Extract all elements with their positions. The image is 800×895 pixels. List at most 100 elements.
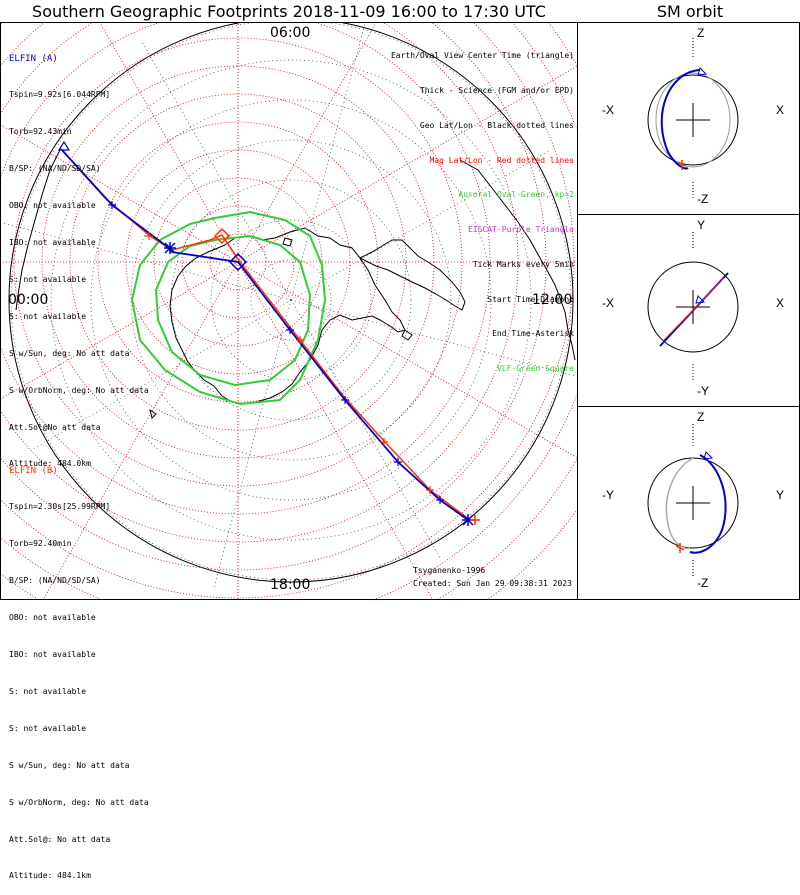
elfin-a-line: B/SP: (NA/ND/SD/SA) (9, 164, 101, 174)
sm-panel-1 (647, 38, 739, 200)
mag-lon-line (237, 23, 377, 263)
elfin-a-line: S: not available (9, 274, 87, 284)
sm-orbit-title: SM orbit (656, 2, 724, 21)
elfin-b-line: Torb=92.40min (9, 539, 72, 549)
mag-lat-circle (13, 37, 463, 487)
created-note: Created: Sun Jan 29 09:38:31 2023 (413, 579, 572, 588)
sm-label: -Z (697, 576, 709, 590)
mlt-label-bottom: 18:00 (270, 577, 311, 593)
australia-coastline (15, 149, 61, 311)
geo-lat-circle (10, 23, 572, 581)
auroral-oval-inner (154, 234, 312, 387)
mag-grid (1, 23, 577, 599)
legend-entry: End Time-Asterisk (492, 329, 574, 339)
elfin-b-name: ELFIN (B) (9, 465, 58, 476)
sm-label: X (776, 296, 785, 310)
mlt-label-right: 12:00 (532, 292, 573, 308)
elfin-a-ticks (108, 201, 444, 504)
mag-lon-line (99, 23, 239, 263)
antarctica-coastline (169, 227, 406, 405)
elfin-b-end-asterisk (470, 515, 480, 525)
legend-entry: Start Time-Diamond (487, 294, 574, 304)
elfin-b-line: Tspin=2.30s[25.99RPM] (9, 502, 111, 512)
legend-entry: VLF-Green Square (496, 364, 574, 374)
elfin-a-line: OBO: not available (9, 201, 96, 211)
elfin-a-name: ELFIN (A) (9, 53, 58, 64)
sm-label: -Y (697, 384, 709, 398)
geo-lat-circle (90, 99, 492, 501)
legend-entry: Tick Marks every 5min (472, 259, 574, 269)
geo-lat-circle (130, 139, 452, 461)
sm-panel-3 (647, 424, 739, 578)
sm-label: -X (602, 296, 614, 310)
legend-entry: Earth/Oval View Center Time (triangle) (390, 51, 574, 61)
geo-lat-circle (50, 59, 532, 541)
elfin-a-line: Att.Sol@No att data (9, 422, 101, 432)
sm-label: Z (697, 26, 705, 40)
mag-lon-line (1, 124, 239, 263)
earth-limb (8, 23, 574, 583)
island-1 (282, 237, 293, 247)
mag-lat-circle (97, 121, 379, 403)
elfin-b-line: Att.Sol@: No att data (9, 834, 111, 844)
elfin-b-line: OBO: not available (9, 613, 96, 623)
elfin-b-line: Altitude: 484.1km (9, 871, 91, 881)
sm-frame-2 (577, 214, 800, 407)
island-3 (149, 408, 157, 419)
elfin-a-start-diamond (228, 252, 248, 272)
geo-lon-line (290, 23, 366, 301)
elfin-b-line: B/SP: (NA/ND/SD/SA) (9, 576, 101, 586)
mag-lat-circle (1, 23, 547, 571)
elfin-b-line: S w/OrbNorm, deg: No att data (9, 797, 149, 807)
sm-label: -X (602, 103, 614, 117)
plot-title: Southern Geographic Footprints 2018-11-0… (32, 2, 546, 21)
elfin-a-line: Tspin=9.92s[6.044RPM] (9, 90, 111, 100)
elfin-a-line: S: not available (9, 311, 87, 321)
mlt-label-left: 00:00 (8, 292, 49, 308)
mag-lat-circle (181, 205, 295, 319)
sm-label: Y (776, 488, 785, 502)
elfin-b-line: IBO: not available (9, 650, 96, 660)
mag-lon-line (42, 261, 239, 599)
legend-entry: Auroral Oval-Green, kp=2 (458, 190, 574, 200)
sm-label: -Y (602, 488, 614, 502)
south-america-coastline (459, 159, 576, 361)
geo-lon-line (140, 40, 292, 301)
elfin-b-info: ELFIN (B) Tspin=2.30s[25.99RPM] Torb=92.… (9, 440, 149, 895)
elfin-a-end-asterisk (164, 242, 474, 526)
sm-label: Y (697, 218, 706, 232)
peninsula-coastline (358, 239, 466, 311)
elfin-a-line: IBO: not available (9, 238, 96, 248)
elfin-a-line: Altitude: 484.0km (9, 459, 91, 469)
elfin-b-line: S w/Sun, deg: No att data (9, 760, 130, 770)
legend-entry: Mag Lat/Lon - Red dotted lines (429, 155, 575, 165)
mag-lon-line (237, 65, 577, 263)
elfin-a-info: ELFIN (A) Tspin=9.92s[6.044RPM] Torb=92.… (9, 28, 149, 483)
elfin-b-line: S: not available (9, 686, 87, 696)
mag-lon-line (1, 261, 239, 400)
auroral-oval-outer (130, 210, 327, 406)
mlt-label-top: 06:00 (270, 25, 311, 41)
geo-lat-circle (210, 219, 372, 381)
elfin-a-line: S w/OrbNorm, deg: No att data (9, 385, 149, 395)
geo-lat-circle (250, 259, 332, 341)
island-2 (401, 329, 413, 341)
elfin-a-line: S w/Sun, deg: No att data (9, 348, 130, 358)
legend-entry: Thick - Science (FGM and/or EPD) (419, 85, 574, 95)
geo-lon-line (213, 299, 292, 590)
sm-label: -Z (697, 192, 709, 206)
sm-label: Z (697, 410, 705, 424)
elfin-b-footprint-trace (59, 147, 471, 521)
mag-lon-line (237, 261, 577, 459)
elfin-b-line: S: not available (9, 723, 87, 733)
legend-entry: EISCAT-Purple Triangle (468, 225, 574, 235)
sm-label: X (776, 103, 785, 117)
elfin-b-ticks (145, 232, 434, 494)
mag-lon-line (237, 261, 434, 599)
legend: Earth/Oval View Center Time (triangle) T… (391, 27, 574, 386)
elfin-b-start-diamond (213, 227, 231, 245)
elfin-a-line: Torb=92.43min (9, 127, 72, 137)
elfin-a-footprint-trace (61, 149, 469, 521)
legend-entry: Geo Lat/Lon - Black dotted lines (419, 120, 574, 130)
sm-panel-2 (647, 232, 739, 382)
